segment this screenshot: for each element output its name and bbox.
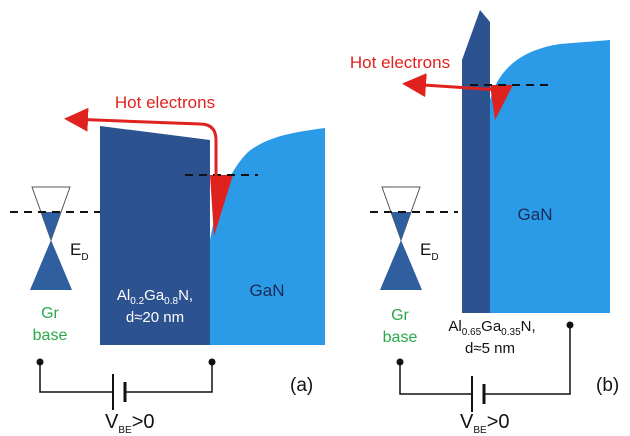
panel-a: ED Gr base Hot electrons Al0.2Ga0.8N, d≈… xyxy=(10,93,325,436)
barrier-label: Al0.65Ga0.35N, xyxy=(448,318,535,338)
bias-label: VBE>0 xyxy=(460,411,510,436)
graphene-label: base xyxy=(33,327,68,344)
terminal xyxy=(397,359,404,366)
wire xyxy=(40,362,113,392)
lower-cone xyxy=(30,240,72,290)
gan-region xyxy=(210,128,325,345)
filled-cone xyxy=(391,212,411,240)
gan-region xyxy=(490,40,610,313)
graphene-label: base xyxy=(383,329,418,346)
lower-cone xyxy=(380,240,422,290)
gan-label: GaN xyxy=(250,281,285,300)
wire xyxy=(125,362,212,392)
barrier-thickness: d≈5 nm xyxy=(465,340,515,357)
dirac-label: ED xyxy=(420,240,439,263)
figure: ED Gr base Hot electrons Al0.2Ga0.8N, d≈… xyxy=(0,0,630,436)
hot-electrons-label: Hot electrons xyxy=(350,53,450,72)
barrier-thickness: d≈20 nm xyxy=(126,309,184,326)
terminal xyxy=(37,359,44,366)
panel-label: (a) xyxy=(290,375,313,396)
bias-label: VBE>0 xyxy=(105,411,155,436)
terminal xyxy=(209,359,216,366)
filled-cone xyxy=(41,212,61,240)
graphene-label: Gr xyxy=(391,307,409,324)
panel-b: ED Gr base Hot electrons GaN Al0.65Ga0.3… xyxy=(350,10,619,436)
hot-electrons-label: Hot electrons xyxy=(115,93,215,112)
wire xyxy=(400,362,472,394)
barrier xyxy=(462,10,490,313)
graphene-label: Gr xyxy=(41,305,59,322)
dirac-label: ED xyxy=(70,240,89,263)
panel-label: (b) xyxy=(596,375,619,396)
wire xyxy=(484,325,570,394)
gan-label: GaN xyxy=(518,205,553,224)
terminal xyxy=(567,322,574,329)
